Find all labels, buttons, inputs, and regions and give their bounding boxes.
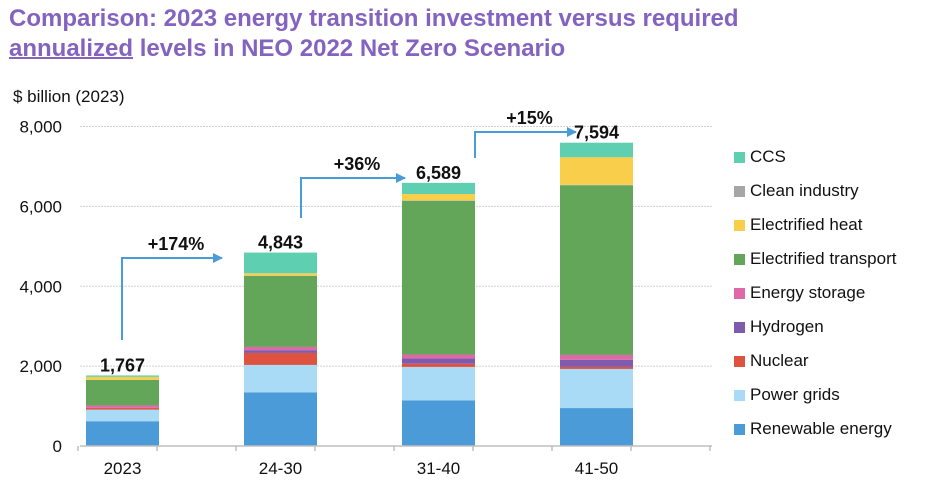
bar-segment-electrified-heat — [402, 193, 475, 201]
legend-label: Energy storage — [750, 283, 866, 302]
total-label: 7,594 — [574, 123, 619, 143]
legend-label: Power grids — [750, 385, 840, 404]
bar-segment-renewable-energy — [86, 421, 159, 446]
y-axis-ticks: 0 2,000 4,000 6,000 8,000 — [19, 118, 62, 457]
growth-arrow: +36% — [300, 154, 406, 218]
bar-segment-electrified-heat — [244, 273, 317, 276]
legend-item: Nuclear — [734, 344, 949, 378]
bar-segment-electrified-heat — [560, 157, 633, 185]
growth-arrow-line — [121, 253, 223, 340]
legend-swatch-icon — [734, 151, 745, 163]
bar-segment-nuclear — [86, 408, 159, 410]
bar-stack — [244, 252, 317, 446]
bar-segment-electrified-transport — [244, 275, 317, 347]
bar-segment-ccs — [86, 375, 159, 377]
y-axis-unit-label: $ billion (2023) — [13, 87, 125, 106]
legend-label: Clean industry — [750, 181, 859, 200]
bar-segment-energy-storage — [244, 346, 317, 351]
bar-segment-ccs — [402, 182, 475, 194]
bars — [86, 142, 633, 446]
y-tick-label: 6,000 — [19, 197, 62, 216]
bar-segment-nuclear — [560, 366, 633, 369]
legend-item: CCS — [734, 140, 949, 174]
growth-arrow: +174% — [121, 234, 223, 340]
x-tick-label: 24-30 — [259, 459, 302, 478]
legend-label: Nuclear — [750, 351, 809, 370]
legend-item: Electrified heat — [734, 208, 949, 242]
y-tick-label: 2,000 — [19, 357, 62, 376]
growth-arrow-line — [474, 127, 577, 158]
chart-title-line-2: annualized levels in NEO 2022 Net Zero S… — [9, 34, 909, 64]
bar-segment-energy-storage — [402, 354, 475, 359]
legend-item: Renewable energy — [734, 412, 949, 446]
legend-swatch-icon — [734, 219, 745, 231]
x-tick-label: 2023 — [104, 459, 142, 478]
y-tick-label: 0 — [53, 437, 62, 456]
y-tick-label: 8,000 — [19, 118, 62, 137]
bar-segment-renewable-energy — [560, 408, 633, 446]
legend-swatch-icon — [734, 253, 745, 265]
legend-label: Electrified transport — [750, 249, 897, 268]
x-tick-label: 41-50 — [575, 459, 618, 478]
legend-label: Hydrogen — [750, 317, 824, 336]
legend-swatch-icon — [734, 423, 745, 435]
legend: CCS Clean industry Electrified heat Electri… — [734, 140, 949, 446]
total-label: 6,589 — [416, 163, 461, 183]
bar-segment-electrified-transport — [402, 200, 475, 355]
legend-item: Clean industry — [734, 174, 949, 208]
chart-title-line-2-rest: levels in NEO 2022 Net Zero Scenario — [133, 35, 566, 62]
bar-segment-electrified-transport — [560, 185, 633, 355]
legend-swatch-icon — [734, 321, 745, 333]
chart-title-line-1: Comparison: 2023 energy transition inves… — [9, 5, 739, 32]
legend-swatch-icon — [734, 185, 745, 197]
bar-stack — [86, 375, 159, 446]
bar-segment-power-grids — [402, 366, 475, 401]
bar-segment-electrified-heat — [86, 376, 159, 380]
bar-segment-ccs — [244, 252, 317, 274]
growth-label: +174% — [148, 234, 205, 254]
legend-label: Electrified heat — [750, 215, 863, 234]
bar-segment-hydrogen — [402, 358, 475, 364]
total-labels: 1,767 4,843 6,589 7,594 — [100, 123, 619, 376]
legend-label: CCS — [750, 147, 786, 166]
bar-segment-nuclear — [402, 363, 475, 367]
legend-item: Hydrogen — [734, 310, 949, 344]
growth-arrows: +174% +36% +15% — [121, 108, 577, 340]
bar-segment-power-grids — [560, 368, 633, 409]
legend-item: Energy storage — [734, 276, 949, 310]
y-tick-label: 4,000 — [19, 277, 62, 296]
bar-stack — [402, 182, 475, 446]
total-label: 4,843 — [258, 233, 303, 253]
growth-arrow-line — [300, 173, 406, 218]
bar-segment-renewable-energy — [402, 400, 475, 446]
legend-item: Power grids — [734, 378, 949, 412]
bar-segment-ccs — [560, 142, 633, 158]
chart-title: Comparison: 2023 energy transition inves… — [9, 4, 909, 64]
growth-label: +36% — [334, 154, 381, 174]
legend-swatch-icon — [734, 389, 745, 401]
legend-label: Renewable energy — [750, 419, 892, 438]
bar-segment-power-grids — [244, 364, 317, 393]
x-axis-ticks: 2023 24-30 31-40 41-50 — [104, 459, 619, 478]
bar-segment-nuclear — [244, 352, 317, 365]
total-label: 1,767 — [100, 355, 145, 375]
legend-swatch-icon — [734, 287, 745, 299]
bar-segment-hydrogen — [560, 359, 633, 367]
legend-item: Electrified transport — [734, 242, 949, 276]
chart-title-underlined-word: annualized — [9, 35, 134, 62]
bar-segment-energy-storage — [560, 354, 633, 360]
growth-arrow: +15% — [474, 108, 577, 158]
x-tick-label: 31-40 — [417, 459, 460, 478]
bar-segment-renewable-energy — [244, 392, 317, 446]
bar-segment-power-grids — [86, 409, 159, 422]
bar-segment-energy-storage — [86, 405, 159, 408]
bar-stack — [560, 142, 633, 446]
x-axis — [77, 445, 712, 451]
bar-segment-hydrogen — [244, 350, 317, 353]
growth-label: +15% — [506, 108, 553, 128]
legend-swatch-icon — [734, 355, 745, 367]
bar-segment-electrified-transport — [86, 379, 159, 406]
